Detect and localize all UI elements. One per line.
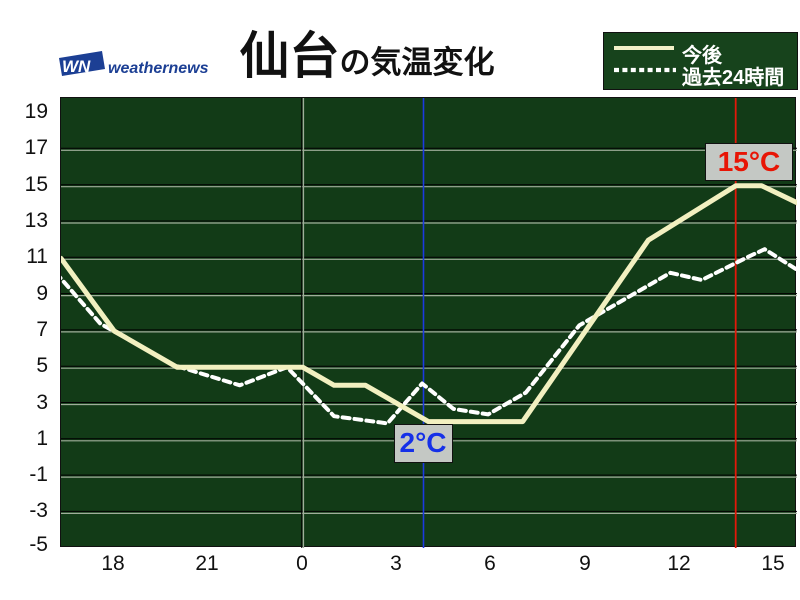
svg-text:WN: WN xyxy=(62,57,91,76)
